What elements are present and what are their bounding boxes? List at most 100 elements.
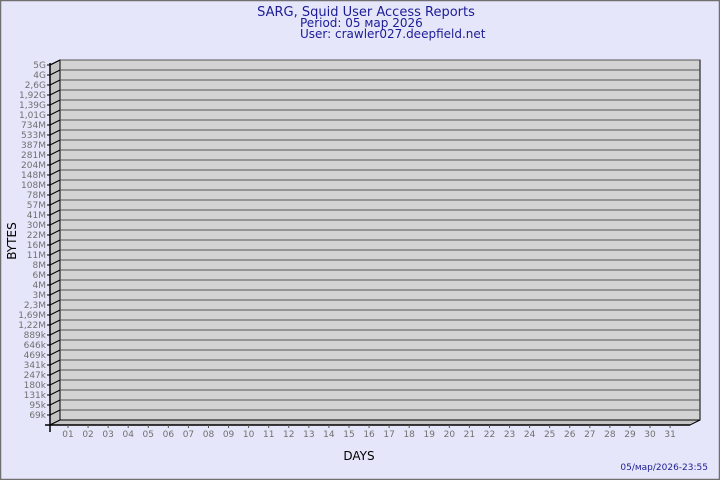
x-tick-label: 27 [584, 430, 595, 440]
y-tick-label: 180k [24, 381, 47, 391]
grid-diagonal [49, 279, 61, 286]
x-tick-label: 09 [223, 430, 235, 440]
grid-diagonal [49, 299, 61, 306]
x-tick-label: 26 [564, 430, 576, 440]
y-tick-label: 3M [33, 291, 47, 301]
y-tick-label: 4G [33, 71, 46, 81]
y-axis: 5G4G2,6G1,92G1,39G1,01G734M533M387M281M2… [18, 61, 51, 432]
x-tick-label: 30 [644, 430, 656, 440]
x-tick-label: 07 [183, 430, 194, 440]
x-tick-label: 23 [504, 430, 515, 440]
grid-diagonal [49, 129, 61, 136]
x-tick-label: 24 [524, 430, 536, 440]
grid-diagonal [49, 69, 61, 76]
y-tick-label: 16M [27, 241, 46, 251]
x-tick-label: 14 [323, 430, 335, 440]
x-tick-label: 04 [122, 430, 134, 440]
grid-diagonal [49, 59, 61, 66]
grid-diagonal [49, 229, 61, 236]
x-tick-label: 29 [624, 430, 636, 440]
y-tick-label: 2,6G [25, 81, 46, 91]
plot-area [49, 59, 701, 426]
grid-diagonal [49, 219, 61, 226]
y-tick-label: 646k [24, 341, 47, 351]
y-tick-label: 57M [27, 201, 46, 211]
grid-diagonal [49, 339, 61, 346]
y-tick-label: 341k [24, 361, 47, 371]
grid-diagonal [49, 99, 61, 106]
x-tick-label: 06 [163, 430, 175, 440]
grid-diagonal [49, 249, 61, 256]
x-tick-label: 17 [383, 430, 394, 440]
grid-diagonal [49, 329, 61, 336]
y-tick-label: 889k [24, 331, 47, 341]
grid-diagonal [49, 109, 61, 116]
y-tick-label: 41M [27, 211, 46, 221]
y-tick-label: 6M [33, 271, 47, 281]
grid-diagonal [49, 319, 61, 326]
chart-title: SARG, Squid User Access Reports [257, 5, 475, 20]
y-tick-label: 11M [27, 251, 46, 261]
x-tick-label: 31 [664, 430, 675, 440]
grid-diagonal [49, 399, 61, 406]
x-tick-label: 10 [243, 430, 255, 440]
x-tick-label: 18 [403, 430, 415, 440]
x-tick-label: 25 [544, 430, 555, 440]
x-tick-label: 12 [283, 430, 294, 440]
y-axis-label: BYTES [5, 222, 19, 259]
y-tick-label: 1,01G [19, 111, 46, 121]
grid-diagonal [49, 289, 61, 296]
x-tick-label: 13 [303, 430, 314, 440]
grid-diagonal [49, 269, 61, 276]
y-tick-label: 1,69M [18, 311, 46, 321]
grid-diagonal [49, 159, 61, 166]
y-tick-label: 4M [33, 281, 47, 291]
x-tick-label: 19 [424, 430, 436, 440]
x-tick-label: 22 [484, 430, 495, 440]
y-tick-label: 1,92G [19, 91, 46, 101]
x-tick-label: 21 [464, 430, 475, 440]
x-axis-label: DAYS [343, 449, 374, 463]
y-tick-label: 533M [21, 131, 46, 141]
grid-diagonal [49, 239, 61, 246]
y-tick-label: 148M [21, 171, 46, 181]
grid-diagonal [49, 139, 61, 146]
x-tick-label: 01 [62, 430, 73, 440]
grid-diagonal [49, 409, 61, 416]
x-tick-label: 16 [363, 430, 375, 440]
grid-diagonal [49, 389, 61, 396]
y-tick-label: 387M [21, 141, 46, 151]
y-tick-label: 30M [27, 221, 46, 231]
x-tick-label: 28 [604, 430, 616, 440]
x-tick-label: 15 [343, 430, 354, 440]
footer-timestamp: 05/мар/2026-23:55 [620, 463, 708, 473]
y-tick-label: 131k [24, 391, 47, 401]
y-tick-label: 1,22M [18, 321, 46, 331]
grid-diagonal [49, 89, 61, 96]
y-tick-label: 247k [24, 371, 47, 381]
chart-period: Period: 05 мар 2026 [300, 16, 423, 30]
x-tick-label: 11 [263, 430, 274, 440]
x-tick-label: 02 [82, 430, 93, 440]
y-tick-label: 78M [27, 191, 46, 201]
y-tick-label: 95k [29, 401, 46, 411]
y-tick-label: 469k [24, 351, 47, 361]
grid-diagonal [49, 259, 61, 266]
x-tick-label: 03 [102, 430, 113, 440]
y-tick-label: 5G [33, 61, 46, 71]
grid-diagonal [49, 309, 61, 316]
grid-diagonal [49, 169, 61, 176]
x-tick-label: 05 [143, 430, 154, 440]
grid-diagonal [49, 79, 61, 86]
y-tick-label: 8M [33, 261, 47, 271]
x-tick-label: 20 [444, 430, 456, 440]
x-tick-label: 08 [203, 430, 215, 440]
y-tick-label: 1,39G [19, 101, 46, 111]
y-tick-label: 281M [21, 151, 46, 161]
y-tick-label: 69k [29, 411, 46, 421]
grid-diagonal [49, 199, 61, 206]
y-tick-label: 2,3M [24, 301, 46, 311]
grid-diagonal [49, 189, 61, 196]
grid-diagonal [49, 359, 61, 366]
